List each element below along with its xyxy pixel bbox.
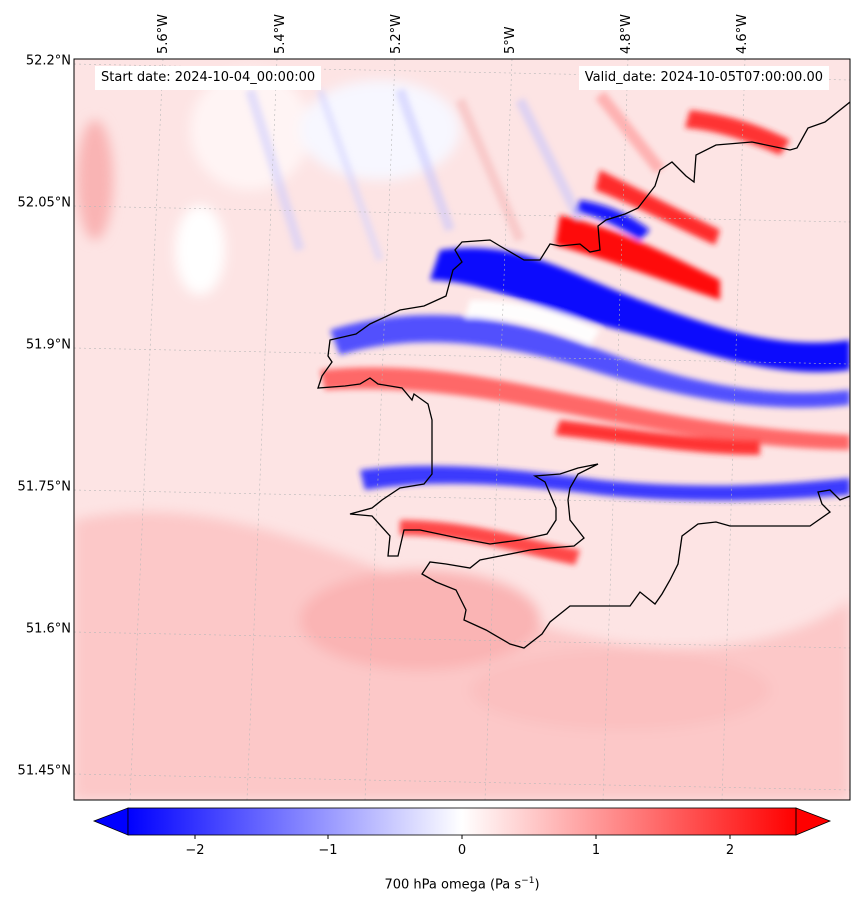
lat-label-51-6: 51.6°N (25, 621, 71, 637)
lon-label-5-4: 5.4°W (273, 13, 288, 54)
colorbar-title-end: ) (534, 877, 540, 893)
colorbar-tick-neg2: −2 (185, 843, 205, 858)
lon-label-4-6: 4.6°W (735, 13, 750, 54)
colorbar-ticks (194, 835, 731, 839)
lon-label-5-6: 5.6°W (156, 13, 171, 54)
lat-label-51-75: 51.75°N (17, 479, 71, 495)
coastline (317, 101, 850, 649)
plot-border (73, 58, 851, 801)
lat-label-52-05: 52.05°N (17, 195, 71, 211)
lat-label-51-9: 51.9°N (25, 337, 71, 353)
valid-date-label: Valid_date: 2024-10-05T07:00:00.00 (578, 66, 829, 90)
lat-label-51-45: 51.45°N (17, 763, 71, 779)
lon-label-5: 5°W (503, 26, 518, 54)
colorbar-tick-0: 0 (457, 843, 467, 858)
colorbar-high-extension (795, 807, 832, 836)
colorbar (92, 807, 832, 839)
colorbar-body (128, 808, 796, 835)
lat-label-52-2: 52.2°N (25, 53, 71, 69)
colorbar-tick-2: 2 (725, 843, 735, 858)
start-date-label: Start date: 2024-10-04_00:00:00 (95, 66, 322, 90)
colorbar-title-sup: −1 (521, 876, 535, 886)
colorbar-tick-neg1: −1 (318, 843, 338, 858)
colorbar-low-extension (92, 807, 129, 836)
colorbar-title: 700 hPa omega (Pa s−1) (384, 876, 539, 892)
colorbar-tick-1: 1 (591, 843, 601, 858)
lon-label-5-2: 5.2°W (389, 13, 404, 54)
lon-label-4-8: 4.8°W (619, 13, 634, 54)
omega-field (74, 59, 850, 800)
colorbar-title-main: 700 hPa omega (Pa s (384, 877, 522, 893)
